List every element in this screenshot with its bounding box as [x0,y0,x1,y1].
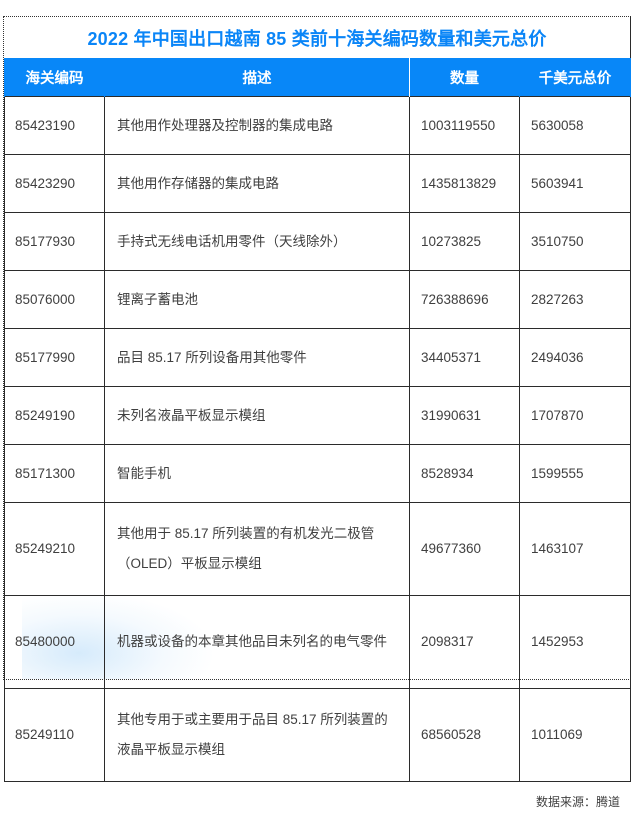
source-note-text: 数据来源：腾道 [535,794,620,809]
column-header-description[interactable]: 描述 [104,58,410,97]
table-row: 85249190 未列名液晶平板显示模组 31990631 1707870 [4,386,631,445]
cell-quantity: 68560528 [409,688,520,782]
cell-code: 85177930 [4,212,105,271]
cell-description: 未列名液晶平板显示模组 [104,386,410,445]
cell-quantity: 1435813829 [409,154,520,213]
cell-code: 85076000 [4,270,105,329]
cell-code: 85249110 [4,688,105,782]
cell-description: 机器或设备的本章其他品目未列名的电气零件 [104,595,410,689]
table-row: 85177930 手持式无线电话机用零件（天线除外） 10273825 3510… [4,212,631,271]
cell-value: 2494036 [519,328,631,387]
cell-value: 1463107 [519,502,631,596]
cell-description: 手持式无线电话机用零件（天线除外） [104,212,410,271]
table-row: 85249110 其他专用于或主要用于品目 85.17 所列装置的液晶平板显示模… [4,688,631,782]
cell-value: 2827263 [519,270,631,329]
cell-code: 85177990 [4,328,105,387]
document-content: 2022 年中国出口越南 85 类前十海关编码数量和美元总价 海关编码 描述 数… [4,17,631,809]
table-row: 85423290 其他用作存储器的集成电路 1435813829 5603941 [4,154,631,213]
column-header-quantity[interactable]: 数量 [409,58,520,97]
column-header-code[interactable]: 海关编码 [4,58,105,97]
cell-quantity: 10273825 [409,212,520,271]
source-note: 数据来源：腾道 [4,782,630,820]
cell-description: 品目 85.17 所列设备用其他零件 [104,328,410,387]
cell-description: 其他专用于或主要用于品目 85.17 所列装置的液晶平板显示模组 [104,688,410,782]
table-header-row: 海关编码 描述 数量 千美元总价 [4,58,631,97]
column-header-value[interactable]: 千美元总价 [519,58,631,97]
cell-description: 锂离子蓄电池 [104,270,410,329]
cell-value: 5603941 [519,154,631,213]
cell-quantity: 8528934 [409,444,520,503]
table-body: 85423190 其他用作处理器及控制器的集成电路 1003119550 563… [4,96,631,782]
table-row: 85423190 其他用作处理器及控制器的集成电路 1003119550 563… [4,96,631,155]
cell-value: 1707870 [519,386,631,445]
cell-value: 5630058 [519,96,631,155]
customs-export-table: 海关编码 描述 数量 千美元总价 85423190 其他用作处理器及控制器的集成… [4,58,631,782]
cell-code: 85249210 [4,502,105,596]
cell-code: 85249190 [4,386,105,445]
cell-value: 1599555 [519,444,631,503]
table-row: 85076000 锂离子蓄电池 726388696 2827263 [4,270,631,329]
cell-description: 智能手机 [104,444,410,503]
cell-quantity: 31990631 [409,386,520,445]
cell-value: 1011069 [519,688,631,782]
cell-quantity: 49677360 [409,502,520,596]
cell-code: 85171300 [4,444,105,503]
cell-quantity: 1003119550 [409,96,520,155]
cell-description: 其他用于 85.17 所列装置的有机发光二极管（OLED）平板显示模组 [104,502,410,596]
cell-value: 3510750 [519,212,631,271]
cell-quantity: 2098317 [409,595,520,689]
cell-quantity: 726388696 [409,270,520,329]
table-row: 85177990 品目 85.17 所列设备用其他零件 34405371 249… [4,328,631,387]
page-title: 2022 年中国出口越南 85 类前十海关编码数量和美元总价 [4,17,630,58]
cell-description: 其他用作存储器的集成电路 [104,154,410,213]
cell-quantity: 34405371 [409,328,520,387]
cell-code: 85423190 [4,96,105,155]
cell-value: 1452953 [519,595,631,689]
table-row: 85480000 机器或设备的本章其他品目未列名的电气零件 2098317 14… [4,595,631,689]
cell-code: 85480000 [4,595,105,689]
cell-code: 85423290 [4,154,105,213]
cell-description: 其他用作处理器及控制器的集成电路 [104,96,410,155]
table-row: 85171300 智能手机 8528934 1599555 [4,444,631,503]
table-header: 海关编码 描述 数量 千美元总价 [4,58,631,97]
table-row: 85249210 其他用于 85.17 所列装置的有机发光二极管（OLED）平板… [4,502,631,596]
page-title-text: 2022 年中国出口越南 85 类前十海关编码数量和美元总价 [87,28,547,49]
